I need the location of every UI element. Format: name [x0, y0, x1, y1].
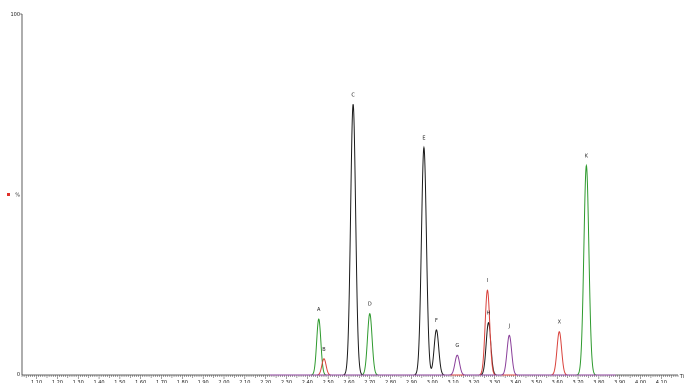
peak-label: H	[487, 311, 491, 317]
x-tick-label: 3.60	[552, 380, 563, 383]
peak-label: J	[508, 323, 510, 329]
trace-line	[269, 334, 616, 376]
x-tick-label: 3.70	[572, 380, 583, 383]
x-tick-label: 4.00	[635, 380, 646, 383]
chart-axes: 100% 0	[7, 12, 678, 378]
trace-line	[269, 289, 616, 376]
x-tick-label: 2.30	[281, 380, 292, 383]
x-tick-label: 1.40	[93, 380, 104, 383]
trace-line	[269, 163, 616, 376]
x-tick-label: 3.00	[427, 380, 438, 383]
peak-label: C	[351, 92, 355, 98]
x-tick-label: 1.90	[198, 380, 209, 383]
peak-label: F	[435, 318, 438, 324]
x-tick-label: 1.80	[177, 380, 188, 383]
peak-label: G	[455, 343, 459, 349]
peak-label: X	[558, 320, 562, 326]
x-tick-label: 1.30	[73, 380, 84, 383]
x-tick-label: 3.50	[531, 380, 542, 383]
x-tick-label: 2.40	[302, 380, 313, 383]
x-tick-label: 2.50	[323, 380, 334, 383]
peak-labels: C E F H A D K B I X G J	[317, 92, 589, 353]
x-tick-label: 3.80	[593, 380, 604, 383]
y-label-percent: %	[15, 193, 20, 199]
x-tick-label: 3.90	[614, 380, 625, 383]
x-tick-label: 2.60	[343, 380, 354, 383]
x-tick-label: 2.10	[239, 380, 250, 383]
peak-label: A	[317, 307, 321, 313]
x-unit-label: Ti	[679, 374, 684, 380]
peak-label: E	[422, 136, 425, 142]
x-tick-label: 1.70	[156, 380, 167, 383]
x-tick-label: 3.20	[468, 380, 479, 383]
peak-label: K	[585, 154, 589, 160]
trace-line	[269, 104, 616, 376]
peak-label: I	[487, 278, 488, 284]
x-tick-label: 1.60	[135, 380, 146, 383]
x-tick-label: 3.30	[489, 380, 500, 383]
y-label-top: 100	[10, 12, 20, 18]
x-tick-label: 1.10	[31, 380, 42, 383]
peak-label: B	[322, 347, 326, 353]
x-tick-label: 2.00	[218, 380, 229, 383]
x-tick-label: 1.50	[114, 380, 125, 383]
y-label-zero: 0	[17, 372, 20, 378]
x-tick-label: 3.10	[448, 380, 459, 383]
x-tick-label: 2.80	[385, 380, 396, 383]
x-tick-label: 2.70	[364, 380, 375, 383]
x-tick-label: 4.10	[656, 380, 667, 383]
chromatogram-traces	[269, 104, 616, 376]
x-tick-label: 1.20	[52, 380, 63, 383]
x-tick-label: 2.90	[406, 380, 417, 383]
peak-label: D	[368, 302, 372, 308]
marker-icon	[7, 193, 10, 196]
x-tick-label: 3.40	[510, 380, 521, 383]
x-tick-label: 2.20	[260, 380, 271, 383]
